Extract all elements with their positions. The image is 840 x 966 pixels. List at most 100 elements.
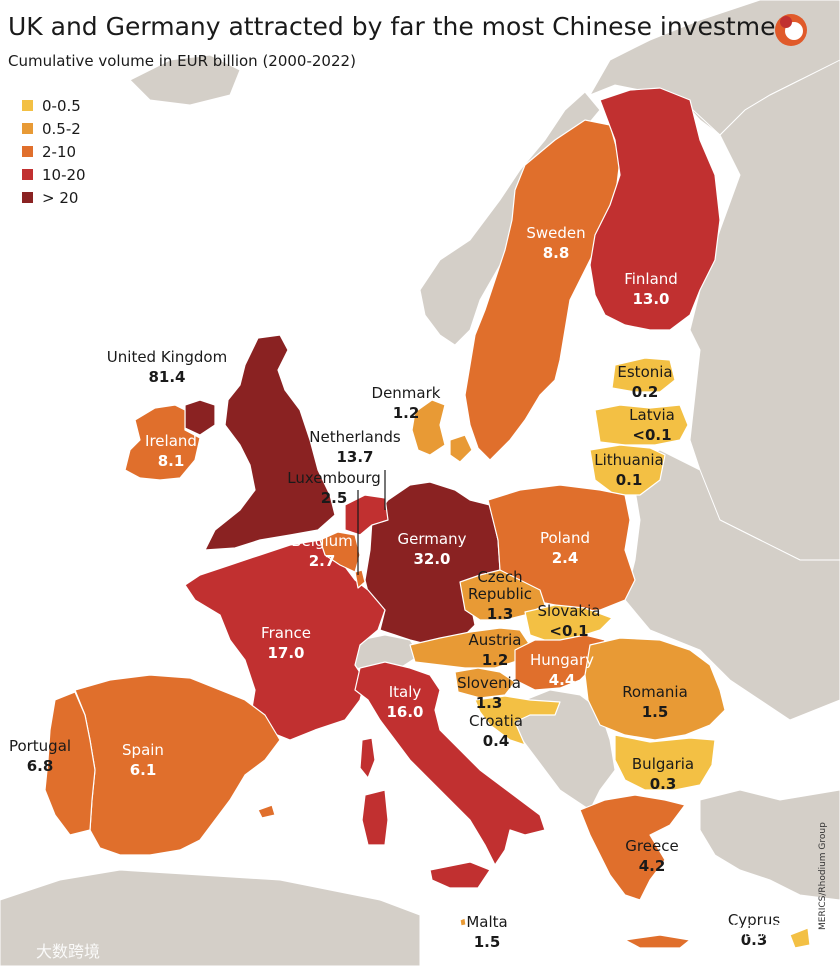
legend-swatch <box>22 192 33 203</box>
country-shape-denmark-islands <box>449 434 473 463</box>
country-value-united-kingdom: 81.4 <box>148 368 185 386</box>
country-value-czech-republic: 1.3 <box>487 605 514 623</box>
country-name-denmark: Denmark <box>372 384 441 402</box>
leader-lines <box>357 470 386 575</box>
watermark-right: 青木在德国 <box>710 921 790 940</box>
country-value-france: 17.0 <box>267 644 304 662</box>
country-value-sweden: 8.8 <box>543 244 570 262</box>
country-name-czech-republic: Czech <box>477 568 522 586</box>
chart-title: UK and Germany attracted by far the most… <box>8 12 801 41</box>
country-shape-bulgaria <box>614 734 716 791</box>
country-value-portugal: 6.8 <box>27 757 54 775</box>
country-name-ireland: Ireland <box>145 432 197 450</box>
country-value-greece: 4.2 <box>639 857 666 875</box>
country-name-bulgaria: Bulgaria <box>632 755 694 773</box>
legend-swatch <box>22 100 33 111</box>
country-name-finland: Finland <box>624 270 678 288</box>
country-value-bulgaria: 0.3 <box>650 775 677 793</box>
country-name-portugal: Portugal <box>9 737 71 755</box>
country-shape-italy <box>354 661 546 866</box>
legend-label: > 20 <box>42 189 78 207</box>
iceland-land <box>129 54 241 106</box>
country-name-cyprus: Cyprus <box>728 911 781 929</box>
country-name-austria: Austria <box>469 631 522 649</box>
legend-label: 0-0.5 <box>42 97 81 115</box>
country-name-romania: Romania <box>622 683 688 701</box>
country-shape-malta <box>459 917 467 927</box>
balkans-land <box>499 689 616 811</box>
country-value-lithuania: 0.1 <box>616 471 643 489</box>
country-shape-latvia <box>594 404 689 446</box>
country-value-poland: 2.4 <box>552 549 579 567</box>
chart-subtitle: Cumulative volume in EUR billion (2000-2… <box>8 52 356 70</box>
country-value-ireland: 8.1 <box>158 452 185 470</box>
country-shape-lithuania <box>589 444 666 496</box>
country-shape-crete <box>624 934 691 949</box>
country-value-belgium: 2.7 <box>309 552 336 570</box>
country-name-sweden: Sweden <box>526 224 585 242</box>
country-name-belgium: Belgium <box>291 532 353 550</box>
country-name-lithuania: Lithuania <box>594 451 663 469</box>
country-shape-greece <box>579 794 686 901</box>
country-value-slovenia: 1.3 <box>476 694 503 712</box>
credit-text: MERICS/Rhodium Group <box>818 822 828 930</box>
country-name-slovenia: Slovenia <box>457 674 521 692</box>
country-name-latvia: Latvia <box>629 406 675 424</box>
turkey-land <box>699 789 840 901</box>
country-shape-sardinia <box>361 789 389 846</box>
country-name-slovakia: Slovakia <box>538 602 601 620</box>
country-name-poland: Poland <box>540 529 590 547</box>
country-value-italy: 16.0 <box>386 703 423 721</box>
north-africa-land <box>0 869 421 966</box>
country-shape-finland <box>589 87 721 331</box>
logo-dot <box>780 16 792 28</box>
legend: 0-0.5 0.5-2 2-10 10-20 > 20 <box>22 97 86 207</box>
country-shape-netherlands <box>344 494 389 536</box>
merics-logo-icon <box>775 14 807 46</box>
country-shape-romania <box>584 637 726 741</box>
country-shape-slovenia <box>454 667 516 699</box>
country-shape-estonia <box>611 357 676 393</box>
country-shape-czech-republic <box>459 569 546 621</box>
country-name-united-kingdom: United Kingdom <box>107 348 227 366</box>
country-value-netherlands: 13.7 <box>336 448 373 466</box>
country-shape-corsica <box>359 737 376 779</box>
country-shape-portugal <box>44 691 96 836</box>
country-name-malta: Malta <box>466 913 507 931</box>
watermark-left: 大数跨境 <box>36 942 100 961</box>
country-name-croatia: Croatia <box>469 712 523 730</box>
country-name-italy: Italy <box>389 683 422 701</box>
country-name-estonia: Estonia <box>617 363 672 381</box>
country-value-luxembourg: 2.5 <box>321 489 348 507</box>
country-value-denmark: 1.2 <box>393 404 420 422</box>
country-shape-ireland <box>124 404 201 481</box>
legend-swatch <box>22 146 33 157</box>
country-value-germany: 32.0 <box>413 550 450 568</box>
legend-swatch <box>22 123 33 134</box>
country-value-finland: 13.0 <box>632 290 669 308</box>
country-value-slovakia: <0.1 <box>549 622 588 640</box>
country-value-croatia: 0.4 <box>483 732 510 750</box>
country-name-france: France <box>261 624 311 642</box>
country-name-spain: Spain <box>122 741 164 759</box>
country-value-spain: 6.1 <box>130 761 157 779</box>
country-shape-balearics <box>257 804 276 819</box>
country-value-cyprus: 0.3 <box>741 931 768 949</box>
legend-label: 0.5-2 <box>42 120 81 138</box>
country-shape-slovakia <box>524 604 613 643</box>
country-value-latvia: <0.1 <box>632 426 671 444</box>
country-value-austria: 1.2 <box>482 651 509 669</box>
country-shape-cyprus <box>789 927 811 949</box>
country-name-greece: Greece <box>625 837 678 855</box>
eu-countries <box>44 87 811 949</box>
country-name-hungary: Hungary <box>530 651 594 669</box>
country-shape-united-kingdom <box>204 334 336 551</box>
legend-label: 2-10 <box>42 143 76 161</box>
country-shape-croatia <box>474 695 561 746</box>
country-name-germany: Germany <box>398 530 467 548</box>
country-value-estonia: 0.2 <box>632 383 659 401</box>
country-name-czech-republic: Republic <box>468 585 532 603</box>
country-value-malta: 1.5 <box>474 933 501 951</box>
legend-label: 10-20 <box>42 166 86 184</box>
